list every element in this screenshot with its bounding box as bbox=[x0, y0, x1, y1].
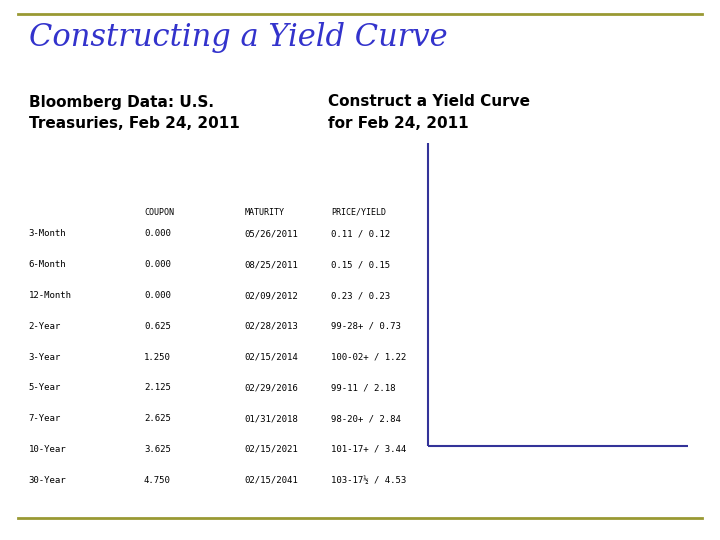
Text: 3.625: 3.625 bbox=[144, 445, 171, 454]
Text: 30-Year: 30-Year bbox=[29, 476, 66, 485]
Text: COUPON: COUPON bbox=[144, 208, 174, 217]
Text: 101-17+ / 3.44: 101-17+ / 3.44 bbox=[331, 445, 407, 454]
Text: 08/25/2011: 08/25/2011 bbox=[245, 260, 299, 269]
Text: 0.000: 0.000 bbox=[144, 230, 171, 239]
Text: MATURITY: MATURITY bbox=[245, 208, 285, 217]
Text: 0.15 / 0.15: 0.15 / 0.15 bbox=[331, 260, 390, 269]
Text: Constructing a Yield Curve: Constructing a Yield Curve bbox=[29, 22, 447, 52]
Text: 98-20+ / 2.84: 98-20+ / 2.84 bbox=[331, 414, 401, 423]
Text: PRICE/YIELD: PRICE/YIELD bbox=[331, 208, 386, 217]
Text: 01/31/2018: 01/31/2018 bbox=[245, 414, 299, 423]
Text: 100-02+ / 1.22: 100-02+ / 1.22 bbox=[331, 353, 407, 362]
Text: 0.11 / 0.12: 0.11 / 0.12 bbox=[331, 230, 390, 239]
Text: 103-17½ / 4.53: 103-17½ / 4.53 bbox=[331, 476, 407, 485]
Text: 10-Year: 10-Year bbox=[29, 445, 66, 454]
Text: 0.000: 0.000 bbox=[144, 260, 171, 269]
Text: 4.750: 4.750 bbox=[144, 476, 171, 485]
Text: 6-Month: 6-Month bbox=[29, 260, 66, 269]
Text: 05/26/2011: 05/26/2011 bbox=[245, 230, 299, 239]
Text: 02/09/2012: 02/09/2012 bbox=[245, 291, 299, 300]
Text: 7-Year: 7-Year bbox=[29, 414, 61, 423]
Text: 2.125: 2.125 bbox=[144, 383, 171, 393]
Text: 12-Month: 12-Month bbox=[29, 291, 72, 300]
Text: 02/29/2016: 02/29/2016 bbox=[245, 383, 299, 393]
Text: 1.250: 1.250 bbox=[144, 353, 171, 362]
Text: 3-Year: 3-Year bbox=[29, 353, 61, 362]
Text: Construct a Yield Curve
for Feb 24, 2011: Construct a Yield Curve for Feb 24, 2011 bbox=[328, 94, 530, 131]
Text: 5-Year: 5-Year bbox=[29, 383, 61, 393]
Text: Bloomberg Data: U.S.
Treasuries, Feb 24, 2011: Bloomberg Data: U.S. Treasuries, Feb 24,… bbox=[29, 94, 240, 131]
Text: 0.23 / 0.23: 0.23 / 0.23 bbox=[331, 291, 390, 300]
Text: 99-28+ / 0.73: 99-28+ / 0.73 bbox=[331, 322, 401, 331]
Text: 0.000: 0.000 bbox=[144, 291, 171, 300]
Text: 0.625: 0.625 bbox=[144, 322, 171, 331]
Text: 02/15/2014: 02/15/2014 bbox=[245, 353, 299, 362]
Text: 02/28/2013: 02/28/2013 bbox=[245, 322, 299, 331]
Text: 2-Year: 2-Year bbox=[29, 322, 61, 331]
Text: 3-Month: 3-Month bbox=[29, 230, 66, 239]
Text: 2.625: 2.625 bbox=[144, 414, 171, 423]
Text: 02/15/2041: 02/15/2041 bbox=[245, 476, 299, 485]
Text: 99-11 / 2.18: 99-11 / 2.18 bbox=[331, 383, 396, 393]
Text: 02/15/2021: 02/15/2021 bbox=[245, 445, 299, 454]
